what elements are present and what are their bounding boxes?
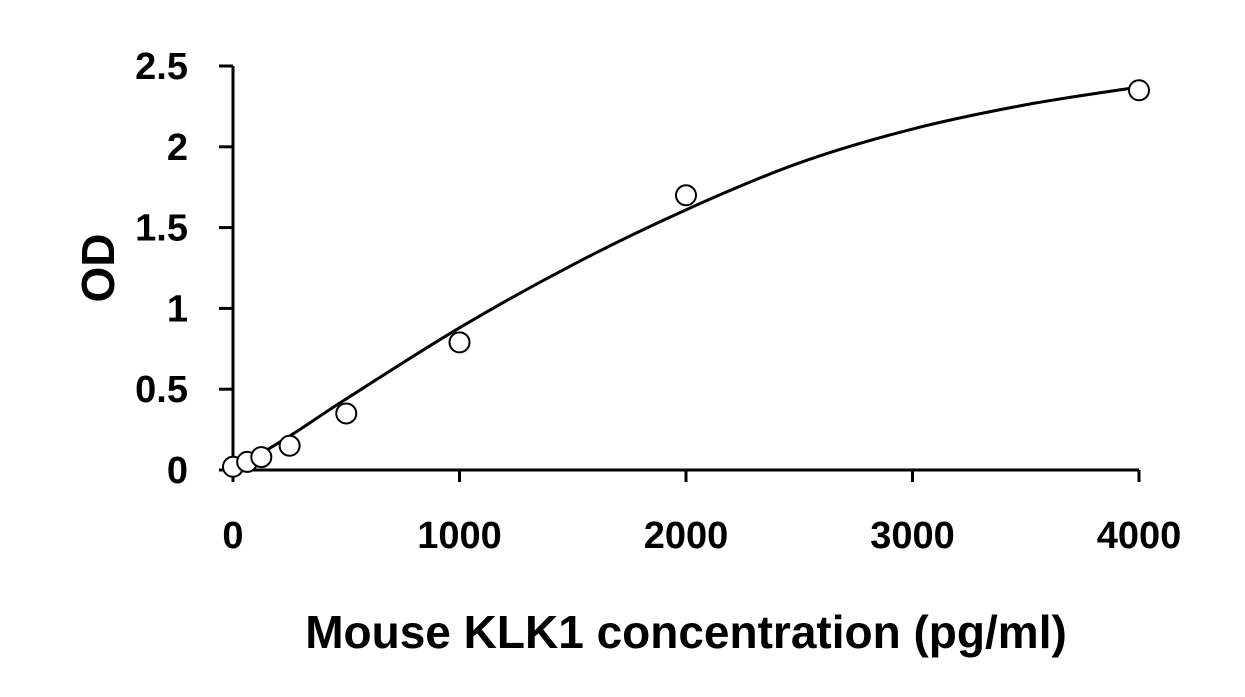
x-tick-label: 1000 — [417, 515, 502, 557]
data-point — [675, 184, 697, 207]
y-tick-label: 0.5 — [135, 369, 188, 411]
fit-curve-line — [232, 85, 1140, 472]
x-tick-label: 4000 — [1097, 515, 1182, 557]
tick-labels-group: 0 0.5 1 1.5 2 2.5 0 1000 2000 3000 4000 — [135, 46, 1181, 557]
data-point — [278, 434, 301, 457]
y-tick-label: 2 — [167, 127, 188, 169]
fit-curve-group — [232, 85, 1140, 472]
data-point — [335, 402, 358, 425]
y-tick-label: 1.5 — [135, 208, 188, 250]
y-tick-label: 0 — [167, 450, 188, 492]
x-tick-label: 3000 — [870, 515, 955, 557]
data-point — [1128, 79, 1150, 102]
y-tick-label: 2.5 — [135, 46, 188, 88]
y-tick-label: 1 — [167, 288, 188, 330]
data-point — [448, 331, 471, 354]
axes — [219, 64, 1141, 482]
data-points-group — [222, 79, 1150, 478]
data-point — [250, 446, 273, 469]
x-tick-label: 2000 — [644, 515, 729, 557]
x-axis-title: Mouse KLK1 concentration (pg/ml) — [305, 606, 1067, 658]
y-axis-title: OD — [72, 234, 124, 303]
x-tick-label: 0 — [222, 515, 243, 557]
